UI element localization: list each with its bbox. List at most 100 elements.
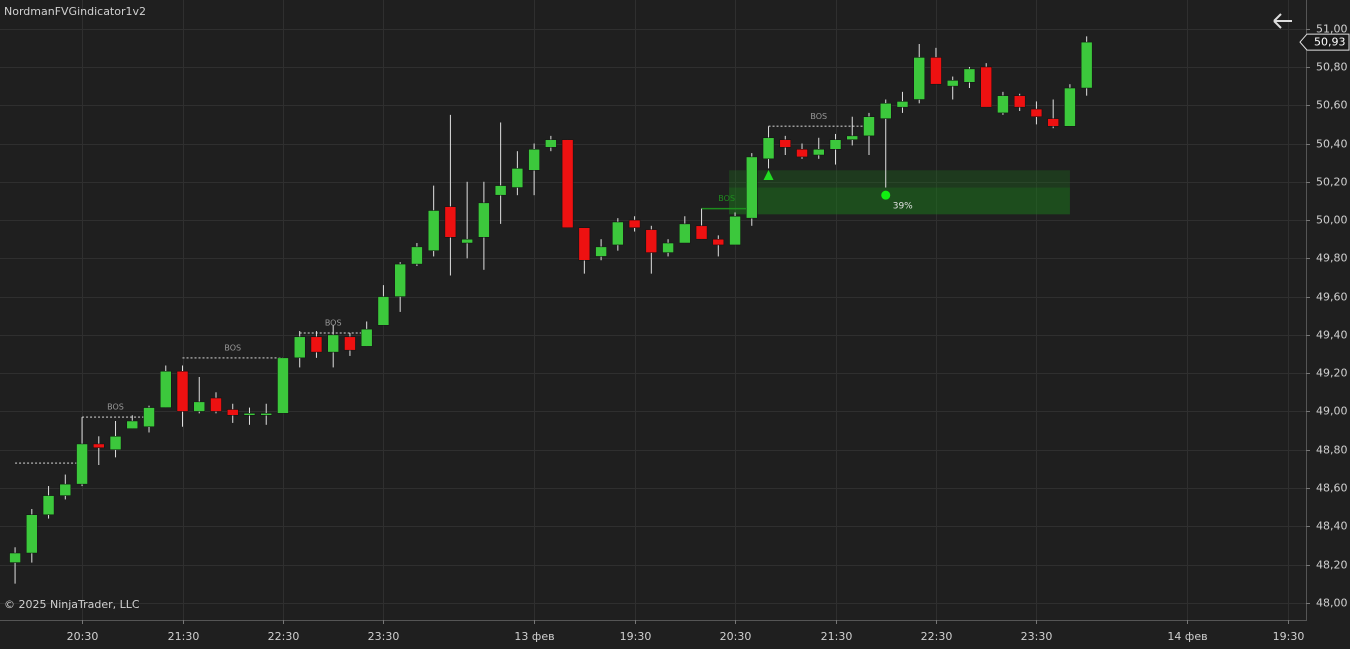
candle-body [612,221,624,246]
last-price-label: 50,93 [1314,36,1346,49]
candle-body [461,238,473,244]
candle-body [679,223,691,244]
x-tick-label: 22:30 [268,630,300,643]
fill-percent: 39% [893,202,913,212]
candle-body [863,116,875,137]
candle-body [444,206,457,238]
candle-body [494,185,507,196]
candle-body [628,219,641,228]
bos-label: BOS [107,403,124,412]
fill-point [881,190,891,200]
bos-label: BOS [810,112,827,121]
candle-body [293,336,306,359]
y-tick-label: 49,20 [1316,367,1348,380]
candle-body [662,242,674,253]
back-arrow[interactable] [1273,13,1292,29]
candle-body [712,238,725,246]
y-tick-label: 48,80 [1316,444,1348,457]
candle-body [344,336,356,351]
y-tick-label: 49,00 [1316,405,1348,418]
candle-body [1030,108,1043,117]
candle-body [1080,41,1093,89]
candle-body [829,139,842,150]
bos-label: BOS [718,194,735,203]
candle-body [913,57,925,100]
x-tick-label: 19:30 [620,630,652,643]
candle-body [411,246,423,265]
y-tick-label: 49,60 [1316,291,1348,304]
candle-body [143,407,155,427]
candle-body [528,149,540,171]
y-tick-label: 48,40 [1316,520,1348,533]
candle-body [879,103,892,119]
candle-body [695,225,708,240]
x-tick-label: 23:30 [1021,630,1053,643]
candle-body [511,168,524,188]
candle-body [729,215,741,246]
candle-body [160,370,172,408]
candle-body [360,328,373,347]
candle-body [846,135,858,140]
candle-body [578,227,591,261]
candle-body [997,95,1009,114]
candle-body [377,296,390,326]
y-tick-label: 48,20 [1316,559,1348,572]
candle-body [427,210,440,251]
y-tick-label: 50,40 [1316,138,1348,151]
candle-body [210,397,222,412]
candle-body [93,443,105,449]
candle-body [779,139,792,148]
y-tick-label: 50,20 [1316,176,1348,189]
y-tick-label: 51,00 [1316,23,1348,36]
x-tick-label: 23:30 [368,630,400,643]
y-tick-label: 50,60 [1316,99,1348,112]
candle-body [310,336,323,353]
candle-body [645,229,658,253]
x-tick-label: 20:30 [720,630,752,643]
bos-label: BOS [224,343,241,352]
signal-triangle [763,170,774,181]
candle-body [126,420,139,429]
candle-body [394,263,406,297]
candle-body [478,202,490,238]
candle-body [260,413,272,416]
x-tick-label: 22:30 [921,630,953,643]
candle-body [226,409,239,416]
candle-body [59,483,72,496]
y-tick-label: 48,60 [1316,482,1348,495]
candle-body [26,514,38,554]
candle-body [193,401,205,412]
candle-body [930,57,942,85]
candle-body [813,149,825,156]
candle-body [746,156,758,219]
candle-body [762,137,775,160]
last-price-tag [1299,33,1350,51]
candle-body [76,443,88,485]
candle-body [946,80,959,87]
candle-body [327,334,339,353]
candle-body [1013,95,1026,108]
candle-body [243,413,256,416]
indicator-title: NordmanFVGindicator1v2 [4,5,146,18]
y-tick-label: 50,80 [1316,61,1348,74]
y-tick-label: 49,40 [1316,329,1348,342]
x-tick-label: 19:30 [1273,630,1305,643]
bos-label: BOS [325,318,342,327]
candle-body [595,246,607,257]
candle-body [42,495,55,516]
x-tick-label: 14 фев [1167,630,1207,643]
candle-body [561,139,574,228]
y-tick-label: 48,00 [1316,597,1348,610]
candle-body [896,101,909,108]
candle-body [1064,87,1076,127]
candle-body [1047,118,1059,127]
candle-body [9,552,21,563]
x-tick-label: 21:30 [168,630,200,643]
fvg-zone [729,170,1070,215]
x-tick-label: 13 фев [514,630,554,643]
candle-body [176,370,189,412]
copyright: © 2025 NinjaTrader, LLC [4,598,140,611]
candle-body [545,139,557,148]
y-tick-label: 50,00 [1316,214,1348,227]
